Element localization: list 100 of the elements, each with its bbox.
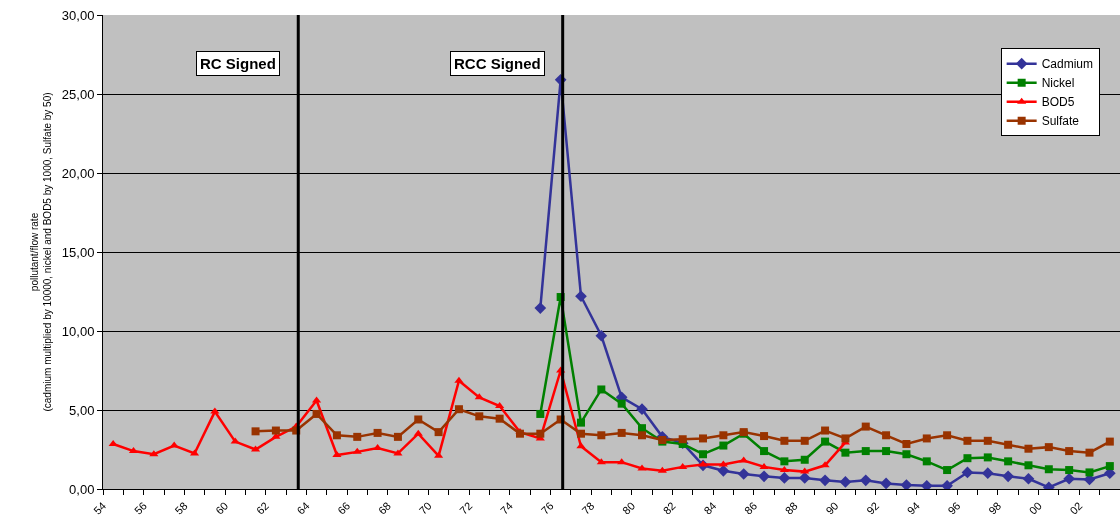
x-tick-label: 78 bbox=[579, 499, 597, 517]
x-tick-label: 92 bbox=[864, 499, 882, 517]
point bbox=[617, 458, 627, 465]
point bbox=[617, 399, 626, 408]
point bbox=[678, 435, 687, 444]
x-tick-label: 94 bbox=[904, 499, 922, 517]
point bbox=[1004, 457, 1013, 466]
point bbox=[780, 457, 789, 466]
point bbox=[534, 302, 547, 314]
x-tick-label: 82 bbox=[660, 499, 678, 517]
x-tick-label: 58 bbox=[172, 499, 190, 517]
x-tick-label: 72 bbox=[457, 499, 475, 517]
x-tick-label: 86 bbox=[742, 499, 760, 517]
point bbox=[495, 414, 504, 423]
x-tick-label: 68 bbox=[375, 499, 394, 517]
point bbox=[169, 441, 179, 448]
point bbox=[1024, 444, 1033, 453]
point bbox=[718, 460, 728, 467]
x-tick-label: 54 bbox=[91, 499, 109, 517]
legend-label: Nickel bbox=[1041, 76, 1075, 91]
point bbox=[1024, 461, 1033, 470]
point bbox=[638, 431, 647, 440]
point bbox=[597, 385, 606, 394]
point bbox=[595, 329, 608, 342]
point bbox=[1022, 472, 1035, 485]
x-tick-label: 70 bbox=[416, 499, 434, 517]
point bbox=[859, 474, 872, 487]
x-tick-label: 76 bbox=[538, 499, 556, 517]
y-tick-label: 5,00 bbox=[69, 402, 95, 418]
point bbox=[352, 447, 362, 454]
point bbox=[821, 426, 830, 435]
y-tick-label: 10,00 bbox=[61, 323, 95, 339]
point bbox=[454, 376, 464, 383]
y-tick-label: 20,00 bbox=[61, 165, 95, 181]
point bbox=[536, 409, 545, 418]
x-tick-label: 80 bbox=[620, 499, 638, 517]
point bbox=[1105, 462, 1114, 471]
point bbox=[536, 429, 545, 438]
point bbox=[961, 466, 974, 479]
point bbox=[882, 447, 891, 456]
point bbox=[393, 432, 402, 441]
x-tick-label: 88 bbox=[782, 499, 800, 517]
point bbox=[902, 439, 911, 448]
point bbox=[1085, 448, 1094, 457]
point bbox=[983, 436, 992, 445]
point bbox=[596, 458, 606, 465]
point bbox=[636, 403, 648, 416]
point bbox=[963, 436, 972, 445]
y-tick-label: 0,00 bbox=[69, 481, 95, 497]
point bbox=[920, 479, 933, 489]
ref-line-label: RCC Signed bbox=[454, 55, 541, 72]
point bbox=[312, 409, 321, 418]
point bbox=[434, 428, 443, 437]
x-tick-label: 62 bbox=[253, 499, 272, 517]
x-tick-label: 84 bbox=[701, 499, 719, 517]
y-tick-label: 25,00 bbox=[61, 86, 95, 102]
point bbox=[454, 405, 463, 414]
point bbox=[699, 434, 708, 443]
point bbox=[373, 428, 382, 437]
point bbox=[839, 476, 852, 488]
point bbox=[108, 439, 118, 446]
point bbox=[575, 290, 587, 303]
point bbox=[800, 467, 810, 474]
point bbox=[882, 431, 891, 440]
point bbox=[210, 407, 220, 414]
point bbox=[821, 437, 830, 446]
legend-label: Cadmium bbox=[1041, 57, 1094, 72]
x-tick-label: 00 bbox=[1026, 499, 1044, 517]
x-tick-label: 64 bbox=[294, 499, 312, 517]
x-tick-label: 60 bbox=[213, 499, 231, 517]
point bbox=[230, 437, 240, 444]
point bbox=[271, 426, 280, 435]
point bbox=[943, 466, 952, 475]
point bbox=[576, 429, 585, 438]
point bbox=[963, 454, 972, 463]
y-axis-title: pollutant/flow rate (cadmium multiplied by 10000, nickel and BOD5 by 1000, Sulfate by 50) bbox=[28, 92, 53, 412]
point bbox=[902, 450, 911, 459]
ref-line-label: RC Signed bbox=[200, 55, 276, 72]
point bbox=[413, 429, 423, 436]
point bbox=[737, 468, 750, 480]
point bbox=[617, 428, 626, 437]
point bbox=[861, 422, 870, 431]
legend-label: Sulfate bbox=[1041, 114, 1080, 129]
point bbox=[759, 462, 769, 469]
point bbox=[880, 477, 892, 489]
point bbox=[841, 448, 850, 457]
point bbox=[819, 474, 831, 487]
point bbox=[941, 479, 953, 489]
point bbox=[597, 431, 606, 440]
x-tick-label: 98 bbox=[986, 499, 1004, 517]
point bbox=[922, 457, 931, 466]
legend-label: BOD5 bbox=[1041, 95, 1075, 110]
y-tick-label: 30,00 bbox=[61, 7, 95, 23]
point bbox=[576, 418, 585, 427]
point bbox=[1044, 465, 1053, 474]
point bbox=[800, 455, 809, 464]
point bbox=[1105, 437, 1114, 446]
x-tick-label: 90 bbox=[823, 499, 841, 517]
point bbox=[1002, 470, 1014, 483]
point bbox=[719, 441, 728, 450]
